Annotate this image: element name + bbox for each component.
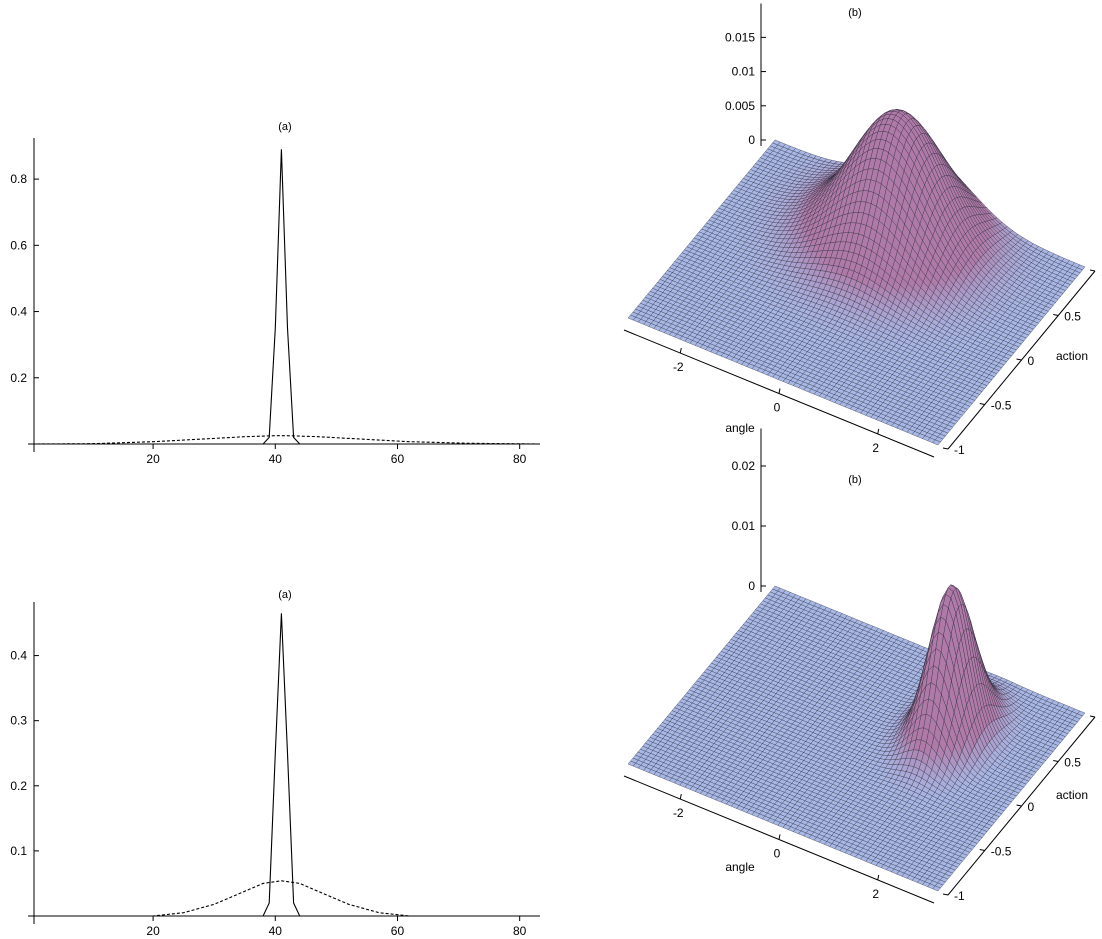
z-tick-label: 0.005 [725,99,755,113]
y-tick [1053,314,1059,316]
y-tick-label: 0 [1028,354,1035,368]
y-tick-label: 0.3 [10,714,27,728]
x-tick-label: 40 [269,452,283,466]
y-tick-label: -0.5 [991,399,1012,413]
x-tick-label: 40 [269,924,283,938]
y-axis-label: action [1056,349,1088,363]
x-tick [679,347,682,354]
solid-series-line [37,149,538,445]
x-tick-label: 60 [391,452,405,466]
y-tick [979,403,985,405]
y-tick-label: -1 [954,443,965,457]
y-tick-label: 0.2 [10,779,27,793]
y-tick-label: 0.2 [10,371,27,385]
x-tick-label: 80 [513,452,527,466]
y-tick [942,447,949,450]
y-tick-label: 0.4 [10,649,27,663]
y-tick-label: 0.6 [10,238,27,252]
z-tick-label: 0 [748,133,755,147]
dashed-series-line [37,880,538,917]
y-tick-label: 0.8 [10,172,27,186]
y-tick [1089,269,1096,272]
x-axis-label: angle [725,421,755,435]
x-tick-label: 80 [513,924,527,938]
chart-title: (a) [278,121,291,133]
x-tick-label: 20 [146,452,160,466]
x-tick-label: 2 [872,441,879,455]
surface-chart-bottom: (b) 00.010.02-202-1-0.500.51 angle actio… [623,428,1102,904]
line-chart-top: (a) 20 40 60 80 0.2 0.4 0.6 0.8 [10,121,540,466]
z-tick-label: 0.015 [725,30,755,44]
x-tick-label: -2 [673,360,684,374]
chart-title: (a) [278,589,291,601]
y-tick [1016,358,1022,361]
surface-mesh [627,109,1086,446]
solid-series-line [37,613,538,917]
chart-title: (b) [848,474,861,486]
y-tick-label: 0.5 [1064,310,1081,324]
x-tick-label: 0 [774,401,781,415]
x-tick [877,428,880,435]
x-tick [778,388,781,394]
dashed-series-line [36,435,539,445]
line-chart-bottom: (a) 20 40 60 80 0.1 0.2 0.3 0.4 [10,589,540,938]
x-tick-label: 20 [146,924,160,938]
y-tick-label: 0.4 [10,305,27,319]
surface-mesh [627,584,1086,892]
z-tick-label: 0.01 [732,65,756,79]
x-tick-label: 60 [391,924,405,938]
chart-title: (b) [848,7,861,19]
y-tick-label: 0.1 [10,844,27,858]
